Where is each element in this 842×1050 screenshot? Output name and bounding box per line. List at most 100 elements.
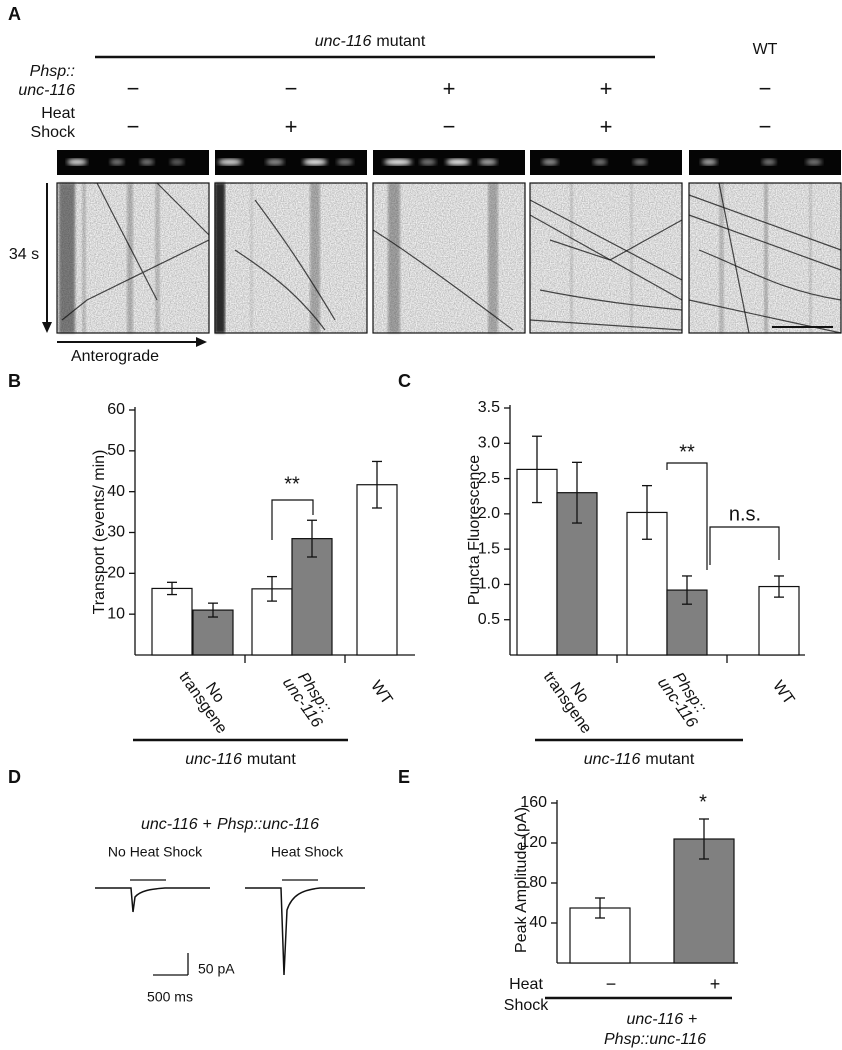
stationary-band: [215, 183, 225, 333]
x-tick-label: −: [606, 974, 617, 994]
puncta: [140, 159, 154, 165]
trajectory: [688, 194, 842, 251]
row-label: Heat: [41, 105, 75, 122]
y-tick-label: 60: [107, 401, 125, 418]
condition-sign: −: [127, 76, 140, 101]
gene-name: unc-116: [584, 751, 641, 768]
condition-sign: −: [127, 114, 140, 139]
gene-name: unc-116: [185, 751, 242, 768]
y-tick-label: 40: [107, 483, 125, 500]
puncta: [110, 159, 124, 165]
puncta: [762, 159, 776, 165]
stationary-band: [809, 183, 812, 333]
stationary-band: [82, 183, 86, 333]
trajectory: [688, 214, 842, 271]
wt-label: WT: [753, 41, 778, 58]
y-tick-label: 20: [107, 565, 125, 582]
y-tick-label: 2.0: [478, 505, 500, 522]
stationary-band: [310, 183, 320, 333]
significance-label: n.s.: [729, 503, 761, 525]
significance-bracket: [666, 462, 708, 570]
arrow-head: [42, 322, 52, 333]
puncta: [446, 159, 470, 165]
trajectory: [549, 219, 683, 261]
stationary-band: [388, 183, 400, 333]
panel-label: D: [8, 767, 21, 787]
trajectory: [234, 249, 326, 331]
group-label: unc-116 mutant: [584, 751, 695, 768]
stationary-band: [630, 183, 633, 333]
puncta: [806, 159, 822, 165]
trajectory: [254, 199, 336, 321]
condition-label: No Heat Shock: [108, 844, 203, 860]
kymograph-frame: [529, 182, 683, 334]
current-trace: [95, 887, 210, 913]
scale-label: 50 pA: [198, 961, 235, 977]
y-axis-title: Transport (events/ min): [91, 450, 108, 615]
joiner: +: [203, 816, 212, 833]
category-title: Heat: [509, 976, 543, 993]
gene-name: unc-116: [315, 33, 372, 50]
stationary-band: [59, 183, 75, 333]
significance-label: *: [699, 791, 707, 813]
y-tick-label: 30: [107, 524, 125, 541]
group-label: unc-116 mutant: [315, 33, 426, 50]
significance-label: **: [284, 473, 300, 495]
joiner: +: [688, 1011, 697, 1028]
gene-name: unc-116: [627, 1011, 684, 1028]
stationary-band: [488, 183, 498, 333]
condition-sign: −: [443, 114, 456, 139]
arrow-head: [196, 337, 207, 347]
time-label: 34 s: [9, 246, 39, 263]
puncta: [303, 159, 327, 165]
x-tick-label: +: [710, 974, 721, 994]
kymograph-frame: [214, 182, 368, 334]
row-label: Shock: [31, 124, 76, 141]
group-word: mutant: [645, 751, 694, 768]
group-label: unc-116 mutant: [185, 751, 296, 768]
puncta: [633, 159, 647, 165]
puncta: [593, 159, 607, 165]
direction-label: Anterograde: [71, 348, 159, 365]
group-word: mutant: [376, 33, 425, 50]
kymograph-grain: [215, 183, 367, 333]
bar: [673, 838, 735, 964]
group-label: Phsp::unc-116: [604, 1031, 706, 1048]
y-tick-label: 3.5: [478, 399, 500, 416]
condition-sign: +: [600, 76, 613, 101]
stationary-band: [155, 183, 160, 333]
stationary-band: [127, 183, 133, 333]
gene-name: unc-116: [141, 816, 198, 833]
trace-title: unc-116 + Phsp::unc-116: [141, 816, 319, 833]
trajectory: [718, 182, 750, 334]
condition-sign: +: [600, 114, 613, 139]
y-tick-label: 2.5: [478, 470, 500, 487]
y-tick-label: 80: [529, 874, 547, 891]
significance-bracket: [709, 526, 780, 565]
y-tick-label: 1.5: [478, 540, 500, 557]
y-axis-title: Puncta Fluorescence: [466, 455, 483, 605]
y-tick-label: 40: [529, 914, 547, 931]
y-tick-label: 0.5: [478, 611, 500, 628]
panel-label: A: [8, 4, 21, 24]
trajectory: [529, 319, 683, 331]
panel-label: E: [398, 767, 410, 787]
condition-sign: +: [443, 76, 456, 101]
condition-sign: −: [759, 76, 772, 101]
bar: [291, 538, 333, 656]
puncta: [384, 159, 412, 165]
panel-label: C: [398, 371, 411, 391]
stationary-band: [250, 183, 253, 333]
trajectory: [698, 249, 842, 301]
puncta: [170, 159, 184, 165]
y-tick-label: 10: [107, 605, 125, 622]
condition-sign: −: [285, 76, 298, 101]
kymograph-frame: [372, 182, 526, 334]
y-tick-label: 160: [520, 794, 547, 811]
panel-label: B: [8, 371, 21, 391]
trajectory: [529, 199, 683, 281]
condition-sign: +: [285, 114, 298, 139]
puncta: [542, 159, 558, 165]
puncta: [479, 159, 497, 165]
